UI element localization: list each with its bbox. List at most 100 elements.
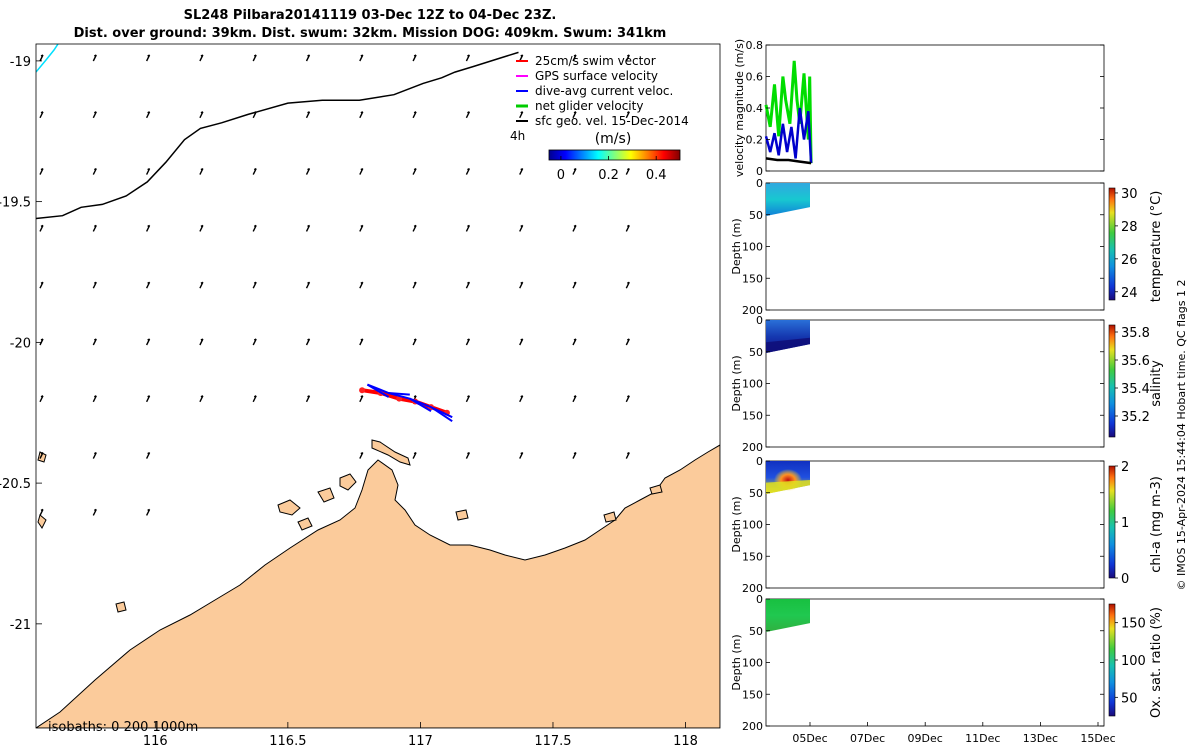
velocity-arrow (199, 338, 204, 346)
section-colorbar-tick-label: 35.4 (1121, 382, 1150, 397)
map-x-tick-label: 117 (408, 734, 433, 749)
islands (37, 439, 663, 613)
section-colorbar-tick-label: 50 (1121, 691, 1138, 706)
velocity-arrow (39, 54, 44, 62)
section-x-tick-label: 07Dec (850, 732, 885, 745)
dive-avg-current-vector (388, 392, 410, 396)
section-axes-frame (765, 182, 1105, 311)
velocity-arrow (412, 281, 417, 289)
velocity-arrow (625, 111, 630, 119)
velocity-arrow (359, 224, 364, 232)
velocity-arrow (199, 167, 204, 175)
section-y-tick-label: 200 (742, 304, 763, 317)
section-y-tick-label: 150 (742, 272, 763, 285)
velocity-arrow (572, 224, 577, 232)
timestamp-qc-label: © IMOS 15-Apr-2024 15:44:04 Hobart time.… (1175, 280, 1188, 591)
section-data-patch (766, 599, 810, 633)
isobaths-label: isobaths: 0 200 1000m (48, 720, 198, 735)
velocity-arrow (92, 451, 97, 459)
velocity-y-tick-label: 0.8 (746, 39, 764, 52)
dive-avg-current-line (367, 383, 453, 423)
legend-label-sfc-geo-velocity: sfc geo. vel. 15-Dec-2014 (535, 114, 689, 128)
velocity-arrow (519, 338, 524, 346)
section-y-axis-label: Depth (m) (730, 634, 743, 690)
map-colorbar-tick-label: 0.2 (598, 168, 619, 183)
map-colorbar-gradient (548, 149, 681, 161)
chart-title-line-2: Dist. over ground: 39km. Dist. swum: 32k… (73, 26, 667, 41)
chlorophyll-layer (766, 480, 810, 495)
velocity-arrow (572, 395, 577, 403)
section-colorbar-tick-label: 35.8 (1121, 326, 1150, 341)
velocity-arrow (465, 167, 471, 175)
velocity-arrow (92, 338, 97, 346)
swim-track-point (359, 387, 366, 394)
velocity-arrow (412, 451, 417, 459)
velocity-y-tick-label: 0.2 (746, 134, 764, 147)
velocity-arrow (412, 111, 417, 119)
velocity-axes-frame (765, 44, 1105, 172)
section-colorbar-tick-label: 1 (1121, 516, 1129, 531)
map-x-tick-label: 116 (143, 734, 168, 749)
surface-geostrophic-velocity-arrows (39, 54, 630, 516)
section-x-tick-label: 05Dec (792, 732, 827, 745)
section-y-tick-label: 100 (742, 378, 763, 391)
velocity-arrow (39, 395, 44, 403)
dive-avg-current-vector (409, 397, 432, 412)
velocity-arrow (92, 167, 97, 175)
velocity-arrow (92, 111, 97, 119)
velocity-arrow (199, 281, 204, 289)
map-x-tick-label: 116.5 (269, 734, 306, 749)
velocity-arrow (625, 395, 630, 403)
legend-label-dive-avg-current: dive-avg current veloc. (535, 84, 673, 98)
section-y-tick-label: 150 (742, 550, 763, 563)
section-colorbar-tick-label: 35.6 (1121, 354, 1150, 369)
velocity-arrow (305, 224, 311, 232)
velocity-arrow (145, 395, 151, 403)
section-x-tick-label: 11Dec (965, 732, 1000, 745)
velocity-arrow (465, 338, 471, 346)
velocity-arrow (359, 451, 364, 459)
velocity-arrow (359, 111, 364, 119)
section-colorbar-gradient (1108, 603, 1116, 717)
map-y-tick-label: -21 (10, 618, 31, 633)
section-colorbar-label: Ox. sat. ratio (%) (1149, 607, 1164, 718)
velocity-arrow (572, 451, 577, 459)
map-y-axis: -19 -19.5 -20 -20.5 -21 (0, 55, 42, 633)
section-y-tick-label: 100 (742, 241, 763, 254)
velocity-arrow (39, 111, 44, 119)
velocity-arrow (252, 281, 257, 289)
section-data-patch (766, 183, 810, 217)
velocity-arrow (92, 395, 97, 403)
velocity-arrow (572, 54, 577, 62)
map-colorbar: (m/s) 0 0.2 0.4 (548, 131, 681, 183)
velocity-arrow (92, 224, 97, 232)
section-colorbar-tick-label: 26 (1121, 253, 1138, 268)
velocity-panel: 0 0.2 0.4 0.6 0.8 velocity magnitude (m/s) (733, 39, 1105, 178)
velocity-arrow (305, 111, 311, 119)
section-colorbar-gradient (1108, 465, 1116, 579)
section-y-tick-label: 200 (742, 720, 763, 733)
velocity-arrow (412, 224, 417, 232)
section-y-tick-label: 200 (742, 441, 763, 454)
velocity-arrow (92, 54, 97, 62)
section-y-tick-label: 50 (749, 209, 763, 222)
velocity-arrow (519, 395, 524, 403)
velocity-arrow (412, 167, 417, 175)
salinity-section-panel: 0 50 100 150 200 Depth (m) 35.2 35.4 35.6 35.8 sal… (730, 314, 1164, 454)
section-y-tick-label: 50 (749, 346, 763, 359)
velocity-y-tick-label: 0 (756, 165, 763, 178)
velocity-arrow (465, 224, 471, 232)
velocity-arrow (519, 451, 524, 459)
map-colorbar-tick-label: 0 (557, 168, 565, 183)
section-colorbar-tick-label: 30 (1121, 187, 1138, 202)
velocity-arrow (145, 338, 151, 346)
section-x-tick-label: 13Dec (1023, 732, 1058, 745)
velocity-arrow (625, 167, 630, 175)
map-y-tick-label: -19 (10, 55, 31, 70)
velocity-arrow (519, 281, 524, 289)
section-colorbar-label: chl-a (mg m-3) (1149, 476, 1164, 573)
velocity-arrow (359, 167, 364, 175)
velocity-arrow (519, 224, 524, 232)
velocity-arrow (92, 508, 97, 516)
